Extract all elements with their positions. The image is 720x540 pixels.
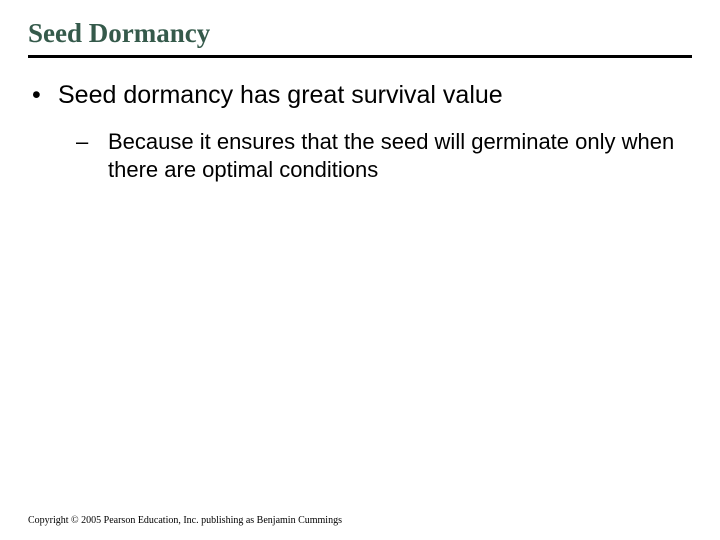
- bullet-level2-item: – Because it ensures that the seed will …: [76, 128, 692, 183]
- slide: Seed Dormancy • Seed dormancy has great …: [0, 0, 720, 540]
- bullet-marker-l2: –: [76, 128, 108, 156]
- bullet-text-l2: Because it ensures that the seed will ge…: [108, 128, 692, 183]
- bullet-marker-l1: •: [32, 80, 58, 110]
- bullet-text-l1: Seed dormancy has great survival value: [58, 80, 503, 110]
- slide-title: Seed Dormancy: [28, 18, 692, 58]
- copyright-text: Copyright © 2005 Pearson Education, Inc.…: [28, 515, 342, 526]
- bullet-level1-item: • Seed dormancy has great survival value: [32, 80, 692, 110]
